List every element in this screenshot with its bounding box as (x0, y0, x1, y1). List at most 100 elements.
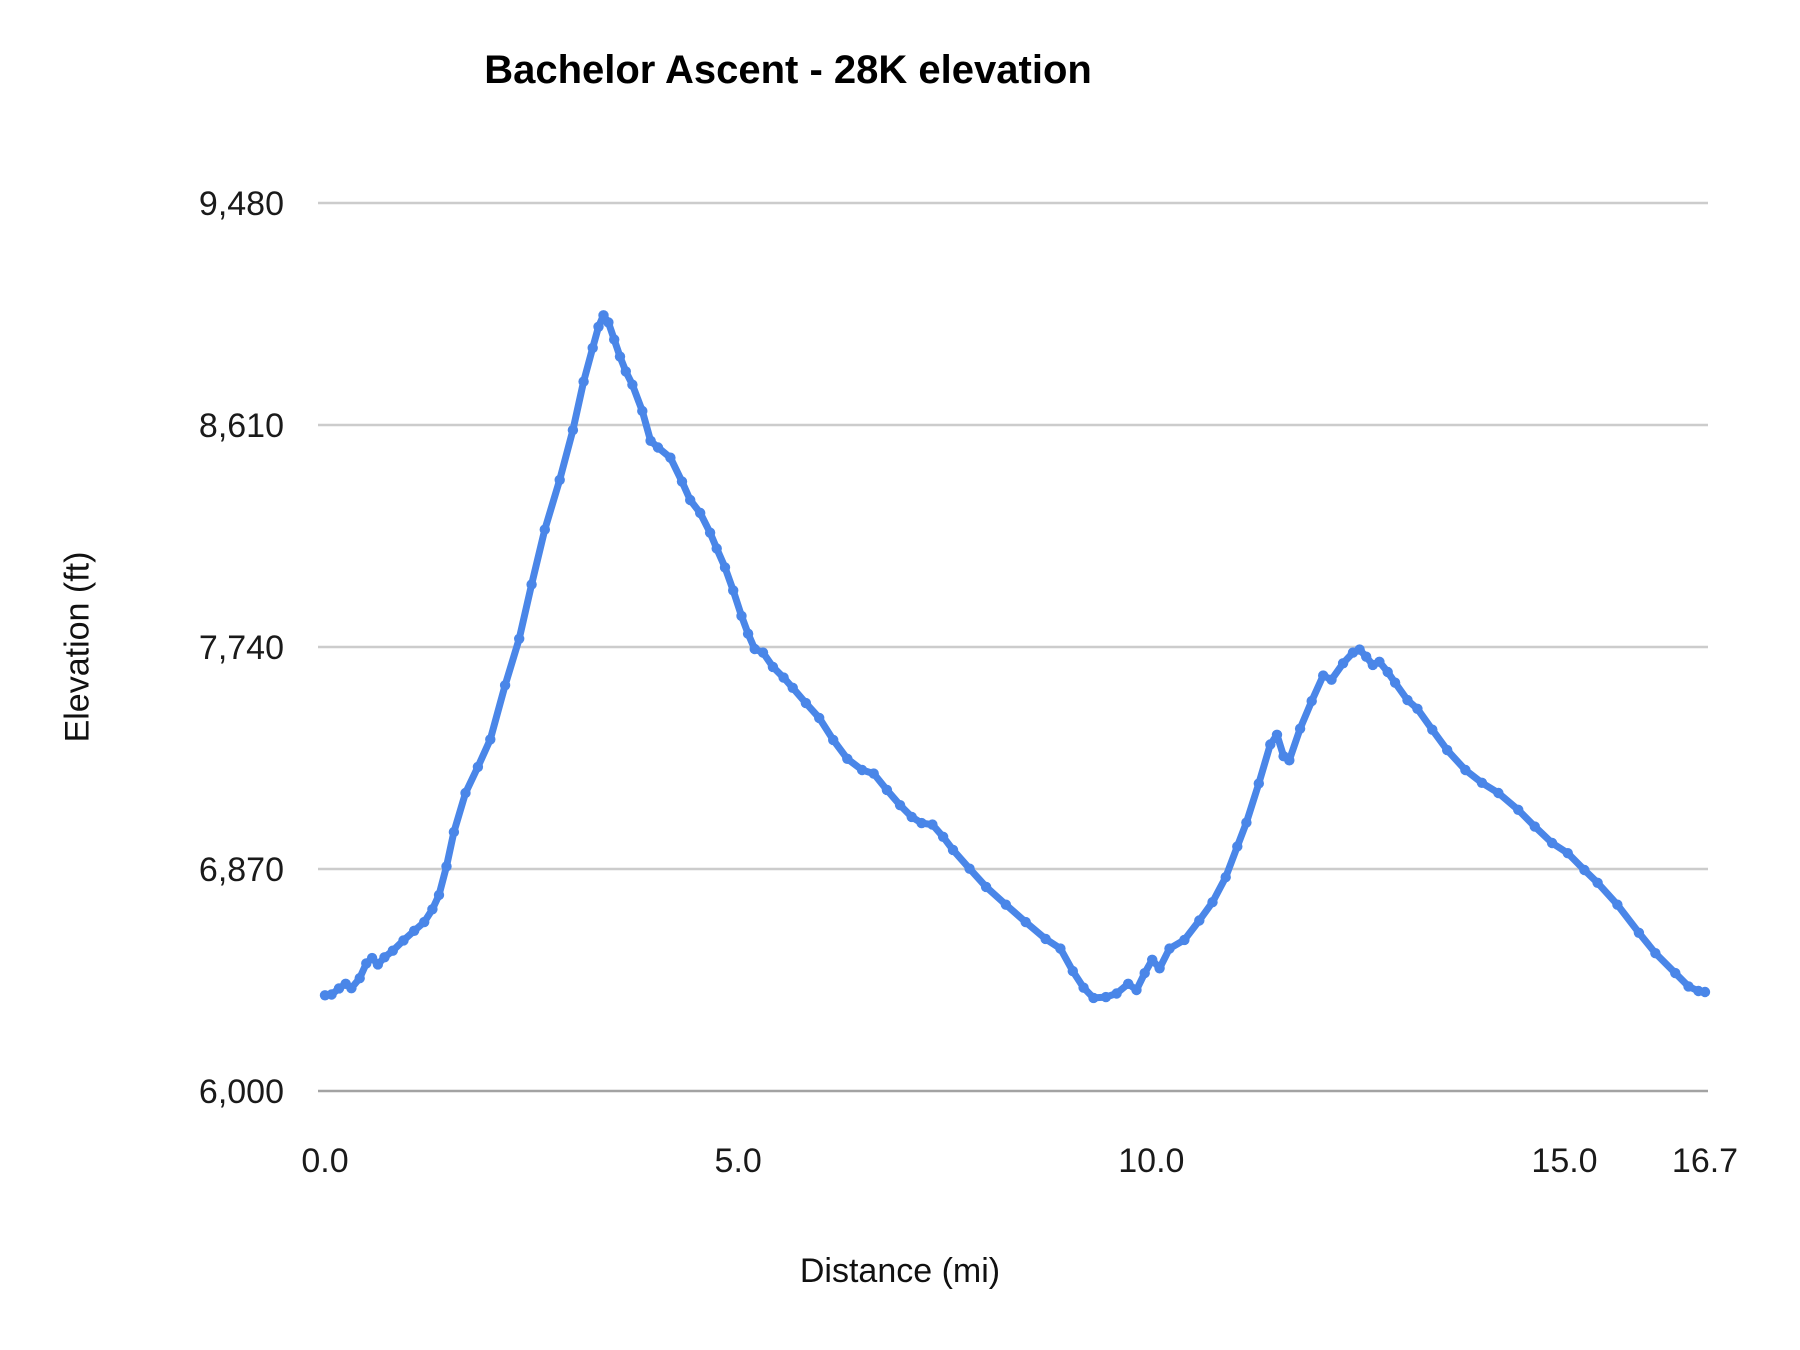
y-axis-title: Elevation (ft) (58, 551, 97, 743)
data-point (460, 787, 471, 799)
data-point (1253, 778, 1265, 789)
data-point (868, 768, 879, 779)
data-point (485, 734, 496, 745)
data-point (387, 945, 398, 956)
data-point (526, 579, 537, 590)
data-point (433, 889, 445, 901)
data-point (1284, 755, 1295, 766)
data-point (637, 405, 648, 417)
data-point (1318, 670, 1329, 681)
data-point (1529, 821, 1541, 832)
data-point (1389, 677, 1401, 688)
data-point (842, 753, 853, 764)
data-point (856, 764, 868, 776)
data-point (1265, 739, 1276, 750)
elevation-series-points (319, 310, 1711, 1004)
x-axis-title: Distance (mi) (799, 1252, 1001, 1290)
data-point (554, 474, 565, 486)
data-point (947, 844, 959, 856)
data-point (719, 562, 731, 573)
data-point (539, 524, 550, 535)
data-point (665, 452, 676, 463)
data-point (964, 863, 975, 874)
data-point (1078, 982, 1089, 993)
data-point (1326, 674, 1337, 685)
data-point (736, 610, 747, 622)
elevation-series-line (321, 311, 1709, 1002)
data-point (1020, 916, 1031, 928)
data-point (1460, 764, 1471, 776)
data-point (1147, 954, 1158, 965)
data-point (1220, 872, 1231, 883)
data-point (514, 633, 525, 644)
data-point (1271, 729, 1283, 740)
data-point (1493, 787, 1504, 799)
y-tick-label: 6,870 (199, 851, 284, 889)
data-point (778, 672, 789, 683)
data-point (1699, 986, 1711, 998)
data-point (427, 904, 438, 915)
data-point (695, 507, 706, 519)
data-point (614, 351, 626, 362)
data-point (1546, 837, 1558, 849)
data-point (1374, 656, 1385, 667)
data-point (1513, 804, 1524, 815)
data-point (916, 817, 927, 829)
data-point (1670, 967, 1681, 979)
data-point (1179, 934, 1190, 946)
data-point (881, 784, 893, 796)
data-point (1442, 744, 1453, 756)
data-point (609, 334, 620, 345)
data-point (1000, 899, 1012, 910)
y-tick-label: 7,740 (199, 629, 284, 667)
data-point (472, 761, 484, 773)
data-point (1088, 992, 1099, 1004)
data-point (676, 476, 688, 487)
data-point (1139, 967, 1150, 979)
data-point (1154, 963, 1165, 974)
data-point (814, 712, 825, 724)
data-point (1111, 988, 1122, 999)
data-point (1382, 666, 1393, 678)
y-tick-label: 9,480 (199, 185, 284, 223)
y-tick-label: 6,000 (199, 1073, 284, 1111)
data-point (1579, 864, 1590, 876)
data-point (1562, 848, 1574, 859)
data-point (567, 424, 579, 436)
data-point (398, 935, 409, 946)
data-point (1612, 899, 1623, 910)
data-point (828, 734, 839, 746)
data-point (749, 643, 760, 655)
data-point (1412, 703, 1423, 714)
data-point (499, 680, 511, 691)
data-point (346, 983, 357, 994)
x-tick-label: 0.0 (301, 1142, 348, 1180)
data-point (326, 989, 337, 1000)
data-point (419, 916, 430, 928)
data-point (1633, 927, 1645, 938)
x-tick-label: 16.7 (1672, 1142, 1738, 1180)
data-point (1067, 965, 1079, 977)
data-point (787, 682, 798, 693)
data-point (1361, 651, 1372, 662)
data-point (1194, 915, 1205, 926)
data-point (1306, 695, 1317, 707)
data-point (685, 494, 696, 506)
data-point (1683, 981, 1694, 992)
data-point (1100, 991, 1112, 1003)
data-point (742, 628, 754, 639)
data-point (354, 973, 365, 984)
data-point (1354, 644, 1365, 655)
data-point (1123, 978, 1134, 989)
data-point (1337, 658, 1349, 669)
data-point (652, 442, 664, 453)
data-point (711, 543, 722, 554)
data-point (1402, 694, 1413, 706)
data-point (1650, 948, 1661, 959)
data-point (1055, 943, 1066, 954)
data-point (379, 952, 390, 963)
chart-title: Bachelor Ascent - 28K elevation (484, 48, 1092, 92)
data-point (1476, 777, 1488, 788)
